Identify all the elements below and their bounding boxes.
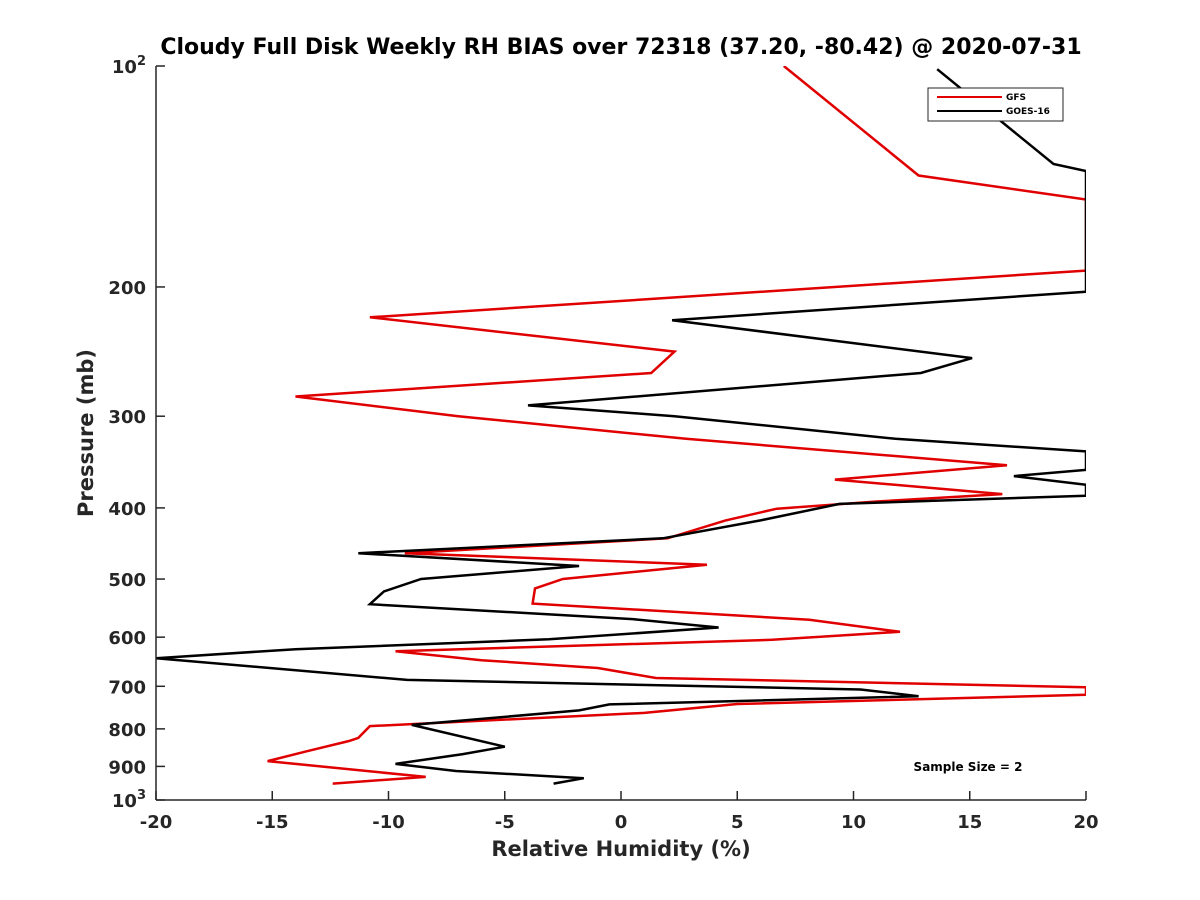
- legend-label-gfs: GFS: [1006, 93, 1026, 103]
- x-tick-label: 20: [1073, 812, 1098, 833]
- chart-title: Cloudy Full Disk Weekly RH BIAS over 723…: [160, 35, 1081, 60]
- y-tick-label: 900: [108, 757, 146, 778]
- x-tick-label: -15: [256, 812, 289, 833]
- x-tick-label: 10: [841, 812, 866, 833]
- x-tick-label: -5: [495, 812, 515, 833]
- y-tick-label: 600: [108, 628, 146, 649]
- x-tick-label: -10: [372, 812, 405, 833]
- series-layer: [156, 66, 1086, 785]
- x-tick-label: -20: [140, 812, 173, 833]
- y-tick-label: 102: [112, 54, 146, 78]
- x-tick-label: 5: [731, 812, 744, 833]
- legend-label-goes16: GOES-16: [1006, 107, 1050, 117]
- x-tick-label: 15: [957, 812, 982, 833]
- series-line-goes16: [156, 68, 1086, 785]
- x-tick-label: 0: [615, 812, 628, 833]
- y-axis-ticks: 102 200 300 400 500 600 700 800 900 103: [108, 54, 165, 812]
- y-tick-label: 800: [108, 720, 146, 741]
- x-axis-label: Relative Humidity (%): [491, 837, 750, 861]
- y-tick-label: 500: [108, 570, 146, 591]
- y-tick-label: 400: [108, 499, 146, 520]
- y-tick-label: 300: [108, 407, 146, 428]
- y-tick-label: 200: [108, 278, 146, 299]
- x-axis-ticks: -20 -15 -10 -5 0 5 10 15 20: [140, 791, 1099, 833]
- legend: GFS GOES-16: [927, 87, 1064, 122]
- y-axis-label: Pressure (mb): [74, 349, 98, 517]
- legend-box: [927, 87, 1064, 122]
- series-line-gfs: [267, 66, 1086, 785]
- y-tick-label: 700: [108, 677, 146, 698]
- sample-size-annotation: Sample Size = 2: [914, 760, 1023, 774]
- y-tick-label: 103: [112, 788, 146, 812]
